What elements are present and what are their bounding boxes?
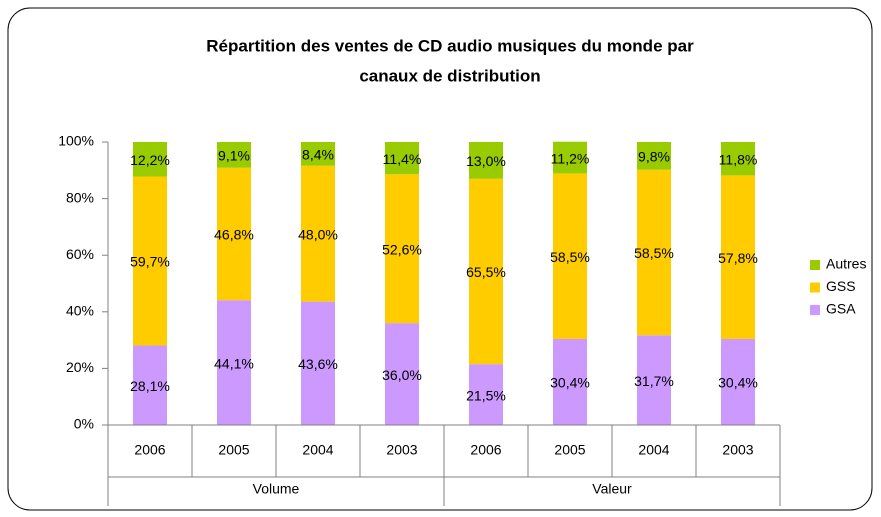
group-label: Valeur <box>592 481 632 497</box>
bar-segment <box>385 174 419 324</box>
x-tick-label: 2005 <box>554 442 585 458</box>
chart-title: canaux de distribution <box>359 66 540 85</box>
bar-segment <box>469 364 503 425</box>
bar-segment <box>721 142 755 176</box>
x-tick-label: 2004 <box>302 442 333 458</box>
data-label: 21,5% <box>466 387 506 403</box>
data-label: 9,1% <box>218 148 250 164</box>
data-label: 28,1% <box>130 378 170 394</box>
x-tick-label: 2006 <box>134 442 165 458</box>
y-tick-label: 100% <box>58 133 94 149</box>
data-label: 46,8% <box>214 227 254 243</box>
data-label: 11,4% <box>383 151 422 167</box>
y-tick-label: 60% <box>66 246 94 262</box>
bar-segment <box>553 338 587 425</box>
bar-segment <box>721 338 755 425</box>
y-tick-label: 0% <box>74 416 94 432</box>
legend-swatch <box>810 260 820 270</box>
data-label: 11,8% <box>719 151 758 167</box>
data-label: 13,0% <box>466 153 506 169</box>
bar-segment <box>637 142 671 170</box>
bar-segment <box>301 142 335 166</box>
data-label: 58,5% <box>550 249 590 265</box>
x-tick-label: 2004 <box>638 442 669 458</box>
data-label: 44,1% <box>214 355 254 371</box>
legend-swatch <box>810 282 820 293</box>
bar-segment <box>637 169 671 336</box>
chart-title: Répartition des ventes de CD audio musiq… <box>206 36 694 55</box>
y-tick-label: 80% <box>66 189 94 205</box>
bar-segment <box>385 142 419 175</box>
data-label: 11,2% <box>551 150 590 166</box>
data-label: 58,5% <box>634 245 674 261</box>
data-label: 65,5% <box>466 264 506 280</box>
data-label: 8,4% <box>302 147 334 163</box>
bar-segment <box>301 301 335 425</box>
legend-swatch <box>810 305 820 315</box>
x-tick-label: 2005 <box>218 442 249 458</box>
bar-segment <box>133 345 167 425</box>
bar-segment <box>217 300 251 425</box>
x-tick-label: 2003 <box>386 442 417 458</box>
data-label: 48,0% <box>298 226 338 242</box>
legend-label: Autres <box>826 256 866 272</box>
x-tick-label: 2006 <box>470 442 501 458</box>
bar-segment <box>553 141 587 174</box>
bar-segment <box>637 335 671 425</box>
y-tick-label: 20% <box>66 359 94 375</box>
group-label: Volume <box>253 481 300 497</box>
data-label: 12,2% <box>130 152 170 168</box>
data-label: 59,7% <box>130 254 170 270</box>
data-label: 36,0% <box>382 367 422 383</box>
data-label: 30,4% <box>718 375 758 391</box>
bar-segment <box>721 175 755 339</box>
data-label: 57,8% <box>718 250 758 266</box>
bar-segment <box>385 323 419 425</box>
bar-segment <box>217 142 251 168</box>
bar-segment <box>469 142 503 179</box>
data-label: 52,6% <box>382 241 422 257</box>
data-label: 43,6% <box>298 356 338 372</box>
bar-segment <box>301 165 335 302</box>
data-label: 9,8% <box>638 149 670 165</box>
legend-label: GSA <box>826 301 856 317</box>
bar-segment <box>217 167 251 301</box>
bar-segment <box>133 142 167 177</box>
bar-segment <box>469 178 503 365</box>
y-tick-label: 40% <box>66 303 94 319</box>
legend-label: GSS <box>826 278 856 294</box>
data-label: 30,4% <box>550 375 590 391</box>
data-label: 31,7% <box>634 373 674 389</box>
x-tick-label: 2003 <box>722 442 753 458</box>
bar-segment <box>553 173 587 339</box>
bar-segment <box>133 176 167 346</box>
